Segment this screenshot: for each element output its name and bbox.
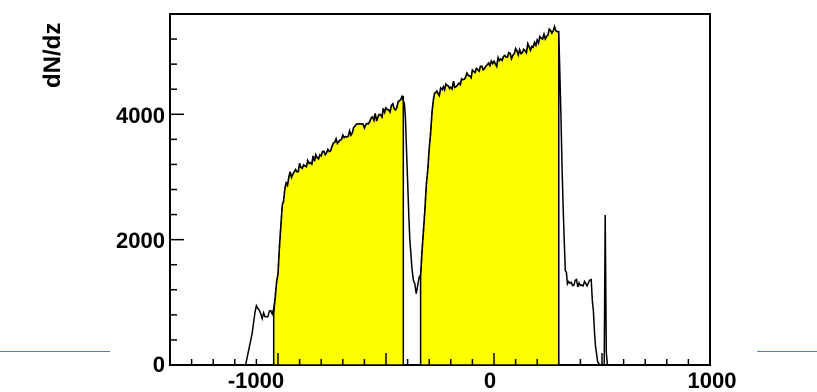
y-tick-label-4000: 4000 [116, 103, 165, 128]
shaded-regions [272, 24, 560, 366]
right-divider-line [757, 351, 817, 352]
series-line [213, 24, 689, 366]
y-axis-title: dN/dz [39, 23, 66, 88]
x-tick-label-minus-1000: -1000 [228, 368, 284, 392]
axis-ticks [169, 13, 711, 366]
y-tick-label-0: 0 [153, 352, 165, 377]
y-tick-label-2000: 2000 [116, 228, 165, 253]
x-tick-label-0: 0 [484, 368, 496, 392]
left-divider-line [0, 351, 110, 352]
x-tick-label-1000: 1000 [688, 368, 737, 392]
